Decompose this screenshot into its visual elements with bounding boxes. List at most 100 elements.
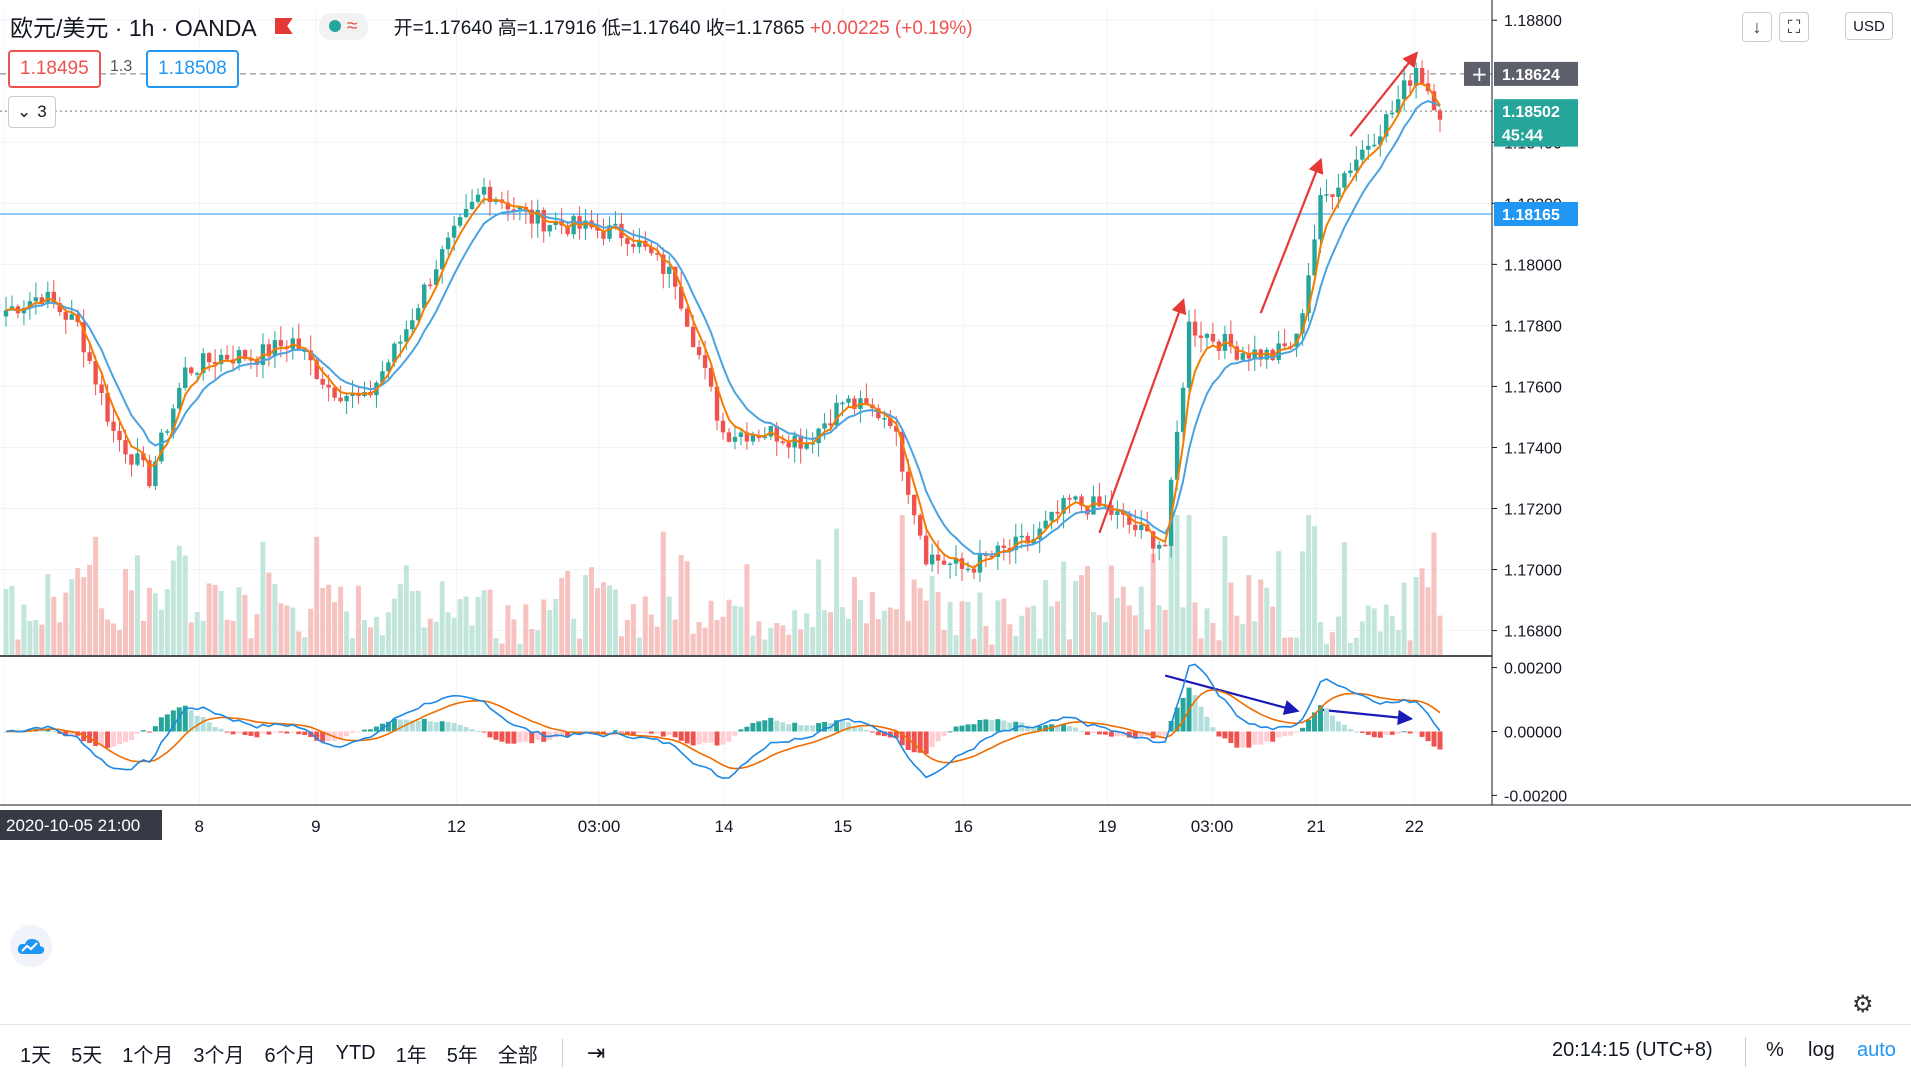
volume-bar <box>547 610 553 655</box>
volume-bar <box>618 636 624 655</box>
candle-body <box>989 555 995 558</box>
volume-bar <box>415 590 421 655</box>
macd-histogram-bar <box>672 731 678 738</box>
candle-body <box>111 421 116 431</box>
volume-bar <box>630 604 636 655</box>
tradingview-logo[interactable] <box>10 925 52 967</box>
goto-date-icon[interactable]: ⇥ <box>586 1040 606 1065</box>
volume-bar <box>1347 642 1353 655</box>
volume-bar <box>893 609 899 655</box>
candle-body <box>607 225 612 239</box>
range-3m[interactable]: 3个月 <box>193 1044 245 1067</box>
macd-histogram-bar <box>1216 731 1222 737</box>
candle-body <box>959 558 965 569</box>
macd-histogram-bar <box>702 731 708 743</box>
volume-bar <box>684 561 690 655</box>
range-1d[interactable]: 1天 <box>20 1044 52 1067</box>
volume-bar <box>33 620 39 655</box>
volume-bar <box>493 637 499 655</box>
candle-body <box>93 361 98 385</box>
volume-bar <box>887 607 893 655</box>
bid-price-button[interactable]: 1.18495 <box>8 50 101 88</box>
candle-body <box>1300 313 1305 334</box>
currency-button[interactable]: USD <box>1845 12 1893 40</box>
volume-bar <box>457 599 463 655</box>
candle-body <box>1019 535 1024 538</box>
candle-body <box>1384 114 1389 137</box>
range-6m[interactable]: 6个月 <box>264 1044 316 1067</box>
macd-histogram-bar <box>553 731 559 738</box>
volume-bar <box>571 618 577 655</box>
candle-body <box>684 308 690 327</box>
macd-histogram-bar <box>1389 731 1395 735</box>
volume-bar <box>511 619 517 655</box>
clock-time[interactable]: 20:14:15 (UTC+8) <box>1552 1039 1713 1061</box>
volume-bar <box>469 625 475 655</box>
volume-bar <box>140 620 146 655</box>
candle-body <box>631 243 636 247</box>
macd-histogram-bar <box>1335 721 1341 732</box>
candle-body <box>505 202 511 210</box>
candle-body <box>1085 505 1090 515</box>
range-1y[interactable]: 1年 <box>395 1044 427 1067</box>
macd-histogram-bar <box>1437 731 1443 750</box>
candle-body <box>416 308 421 321</box>
range-ytd[interactable]: YTD <box>335 1041 376 1064</box>
price-label-tag <box>1494 99 1578 124</box>
macd-histogram-bar <box>457 724 463 732</box>
candle-body <box>248 359 254 361</box>
volume-bar <box>379 635 385 655</box>
status-indicator[interactable]: ≈ <box>318 12 368 40</box>
macd-histogram-bar <box>499 731 505 742</box>
range-all[interactable]: 全部 <box>497 1044 538 1067</box>
macd-histogram-bar <box>899 731 905 746</box>
range-1m[interactable]: 1个月 <box>122 1044 174 1067</box>
price-tick-label: 1.18800 <box>1504 13 1562 30</box>
macd-histogram-bar <box>1025 725 1031 732</box>
indicator-collapse-button[interactable]: ⌄ 3 <box>8 96 56 128</box>
macd-histogram-bar <box>1401 731 1407 733</box>
candle-body <box>439 249 445 270</box>
candle-body <box>1097 496 1102 507</box>
candle-body <box>876 408 881 419</box>
range-5d[interactable]: 5天 <box>71 1044 103 1067</box>
volume-bar <box>917 588 923 655</box>
macd-histogram-bar <box>738 729 744 732</box>
ask-price-button[interactable]: 1.18508 <box>146 50 239 88</box>
volume-bar <box>541 599 547 655</box>
volume-bar <box>666 596 672 655</box>
candle-body <box>51 291 56 304</box>
percent-toggle[interactable]: % <box>1766 1039 1784 1061</box>
candle-body <box>637 240 642 247</box>
macd-histogram-bar <box>732 731 738 736</box>
trend-arrow <box>1349 51 1419 137</box>
macd-histogram-bar <box>284 731 290 734</box>
macd-histogram-bar <box>559 731 565 737</box>
candle-body <box>625 238 630 244</box>
download-button[interactable]: ↓ <box>1742 12 1772 42</box>
range-5y[interactable]: 5年 <box>446 1044 478 1067</box>
macd-histogram-bar <box>636 731 642 734</box>
volume-bar <box>350 637 356 655</box>
log-toggle[interactable]: log <box>1808 1039 1835 1061</box>
macd-histogram-bar <box>1341 724 1347 732</box>
macd-histogram-bar <box>1090 731 1096 733</box>
volume-bar <box>373 616 379 655</box>
macd-histogram-bar <box>1162 731 1168 736</box>
macd-histogram-bar <box>1288 731 1294 736</box>
volume-bar <box>612 589 618 655</box>
maximize-button[interactable]: ⛶ <box>1779 12 1809 42</box>
candle-body <box>392 343 397 363</box>
symbol-title[interactable]: 欧元/美元 · 1h · OANDA <box>10 15 257 41</box>
add-alert-button[interactable] <box>1464 61 1490 86</box>
candle-body <box>1330 194 1335 197</box>
price-label-text: 1.18165 <box>1502 207 1560 224</box>
volume-bar <box>726 599 732 655</box>
candle-body <box>99 384 104 393</box>
candle-body <box>1156 544 1162 549</box>
candle-body <box>965 568 971 571</box>
candle-body <box>1013 536 1018 551</box>
auto-toggle[interactable]: auto <box>1857 1039 1896 1061</box>
settings-gear-icon[interactable]: ⚙ <box>1852 991 1874 1018</box>
